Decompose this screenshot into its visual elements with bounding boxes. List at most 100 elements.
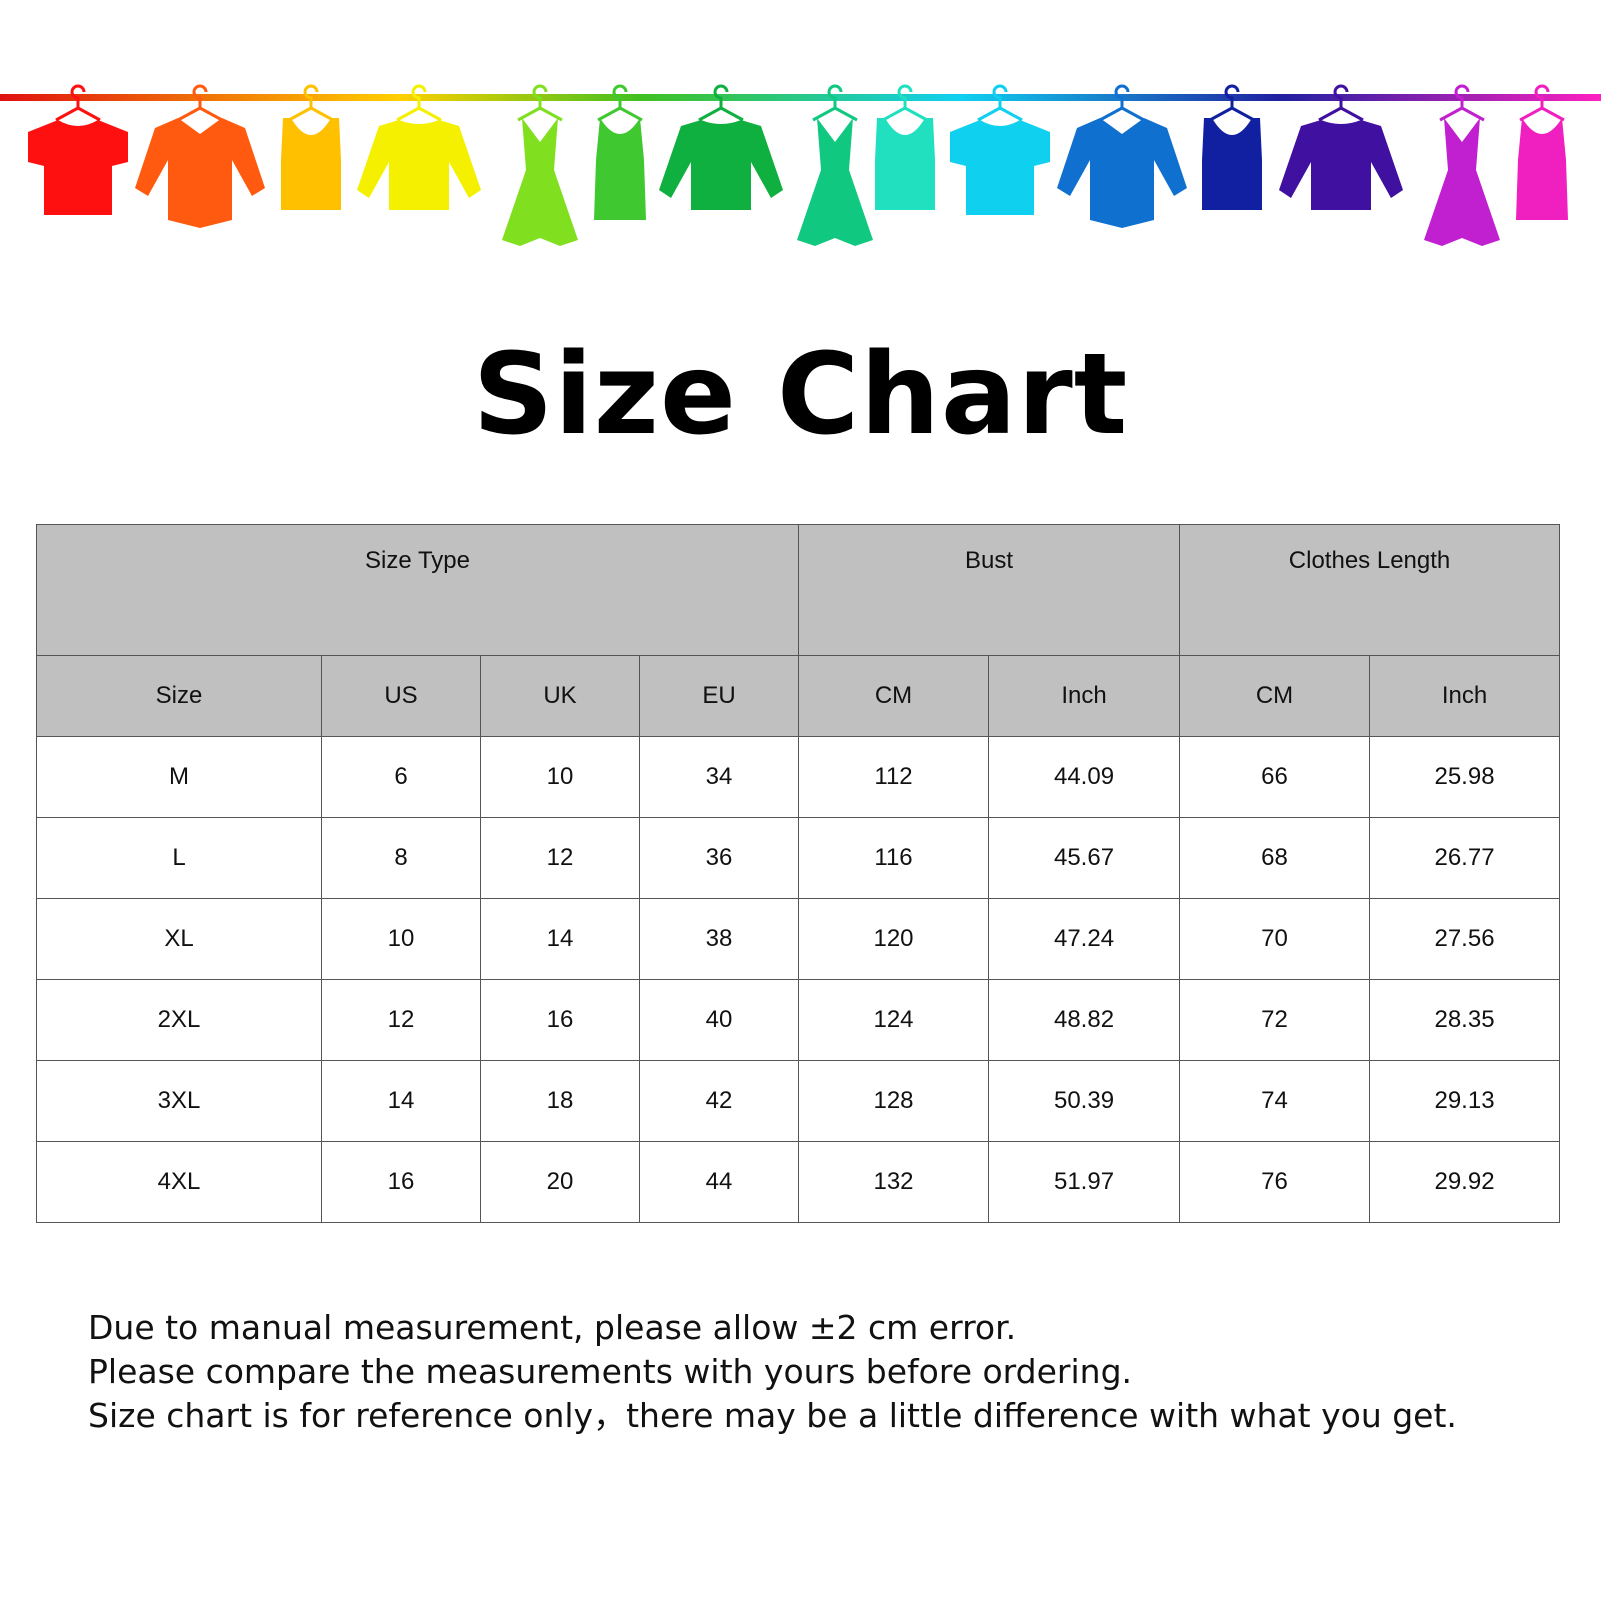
garment-shape <box>797 118 873 246</box>
tank-icon <box>875 84 935 210</box>
table-cell: 12 <box>321 979 481 1061</box>
column-header: Inch <box>1369 655 1561 737</box>
table-cell: 12 <box>480 817 640 899</box>
garment-shape <box>1057 118 1187 228</box>
table-cell: M <box>36 736 322 818</box>
column-header: Size <box>36 655 322 737</box>
group-header-clothes-length: Clothes Length <box>1179 524 1561 656</box>
dress-icon <box>502 84 578 246</box>
tank-icon <box>281 84 341 210</box>
table-cell: 120 <box>798 898 990 980</box>
table-cell: 2XL <box>36 979 322 1061</box>
column-header: US <box>321 655 481 737</box>
table-cell: 3XL <box>36 1060 322 1142</box>
table-cell: 51.97 <box>988 1141 1181 1223</box>
table-row: 2XL 12 16 40 124 48.82 72 28.35 <box>36 979 1561 1061</box>
table-cell: 14 <box>480 898 640 980</box>
group-header-row: Size Type Bust Clothes Length <box>35 524 1561 656</box>
column-header-row: Size US UK EU CM Inch CM Inch <box>36 655 1561 737</box>
garment-shape <box>28 120 128 215</box>
table-cell: 28.35 <box>1369 979 1561 1061</box>
t-shirt-icon <box>28 84 128 215</box>
hanger-icon <box>396 84 442 122</box>
table-cell: 128 <box>798 1060 990 1142</box>
garment-shape <box>875 118 935 210</box>
table-cell: 36 <box>638 817 800 899</box>
table-cell: 68 <box>1179 817 1371 899</box>
table-cell: 29.92 <box>1369 1141 1561 1223</box>
table-cell: 132 <box>798 1141 990 1223</box>
hanger-icon <box>1099 84 1145 122</box>
page-title: Size Chart <box>472 330 1129 460</box>
table-cell: 112 <box>798 736 990 818</box>
hanger-icon <box>597 84 643 122</box>
table-cell: 50.39 <box>988 1060 1181 1142</box>
column-header: EU <box>638 655 800 737</box>
garment-shape <box>1279 120 1403 210</box>
table-cell: 10 <box>321 898 481 980</box>
table-row: 3XL 14 18 42 128 50.39 74 29.13 <box>36 1060 1561 1142</box>
shirt-icon <box>135 84 265 228</box>
table-cell: 40 <box>638 979 800 1061</box>
garment-shape <box>1202 118 1262 210</box>
note-line: Please compare the measurements with you… <box>88 1352 1133 1391</box>
table-cell: 38 <box>638 898 800 980</box>
note-line: Due to manual measurement, please allow … <box>88 1308 1017 1347</box>
hanger-icon <box>977 84 1023 122</box>
table-cell: 18 <box>480 1060 640 1142</box>
shirt-icon <box>1057 84 1187 228</box>
column-header: UK <box>480 655 640 737</box>
sweater-icon <box>1279 84 1403 210</box>
dress-icon <box>1424 84 1500 246</box>
table-row: XL 10 14 38 120 47.24 70 27.56 <box>36 898 1561 980</box>
garment-shape <box>502 118 578 246</box>
table-cell: 124 <box>798 979 990 1061</box>
garment-shape <box>594 118 646 220</box>
garment-shape <box>950 120 1050 215</box>
table-row: M 6 10 34 112 44.09 66 25.98 <box>36 736 1561 818</box>
note-line: Size chart is for reference only，there m… <box>88 1396 1457 1435</box>
hanger-icon <box>55 84 101 122</box>
table-cell: 14 <box>321 1060 481 1142</box>
table-cell: 72 <box>1179 979 1371 1061</box>
column-header: CM <box>798 655 990 737</box>
dress-icon <box>797 84 873 246</box>
garment-shape <box>135 118 265 228</box>
hanger-icon <box>517 84 563 122</box>
measurement-notes: Due to manual measurement, please allow … <box>88 1306 1457 1438</box>
table-cell: 16 <box>480 979 640 1061</box>
table-cell: 70 <box>1179 898 1371 980</box>
table-row: 4XL 16 20 44 132 51.97 76 29.92 <box>36 1141 1561 1223</box>
garment-shape <box>1424 118 1500 246</box>
table-cell: 25.98 <box>1369 736 1561 818</box>
table-cell: 26.77 <box>1369 817 1561 899</box>
hanger-icon <box>1439 84 1485 122</box>
column-header: Inch <box>988 655 1181 737</box>
table-cell: 8 <box>321 817 481 899</box>
hanger-icon <box>882 84 928 122</box>
table-cell: 20 <box>480 1141 640 1223</box>
group-header-bust: Bust <box>798 524 1181 656</box>
tank-dress-icon <box>594 84 646 220</box>
table-cell: 27.56 <box>1369 898 1561 980</box>
table-cell: 6 <box>321 736 481 818</box>
hanger-icon <box>812 84 858 122</box>
table-cell: 116 <box>798 817 990 899</box>
hanger-icon <box>177 84 223 122</box>
tank-dress-icon <box>1516 84 1568 220</box>
garment-shape <box>659 120 783 210</box>
sweater-icon <box>659 84 783 210</box>
hanger-icon <box>698 84 744 122</box>
table-cell: 45.67 <box>988 817 1181 899</box>
garment-shape <box>357 120 481 210</box>
clothes-rail <box>0 94 1601 101</box>
table-row: L 8 12 36 116 45.67 68 26.77 <box>36 817 1561 899</box>
column-header: CM <box>1179 655 1371 737</box>
hanger-icon <box>1318 84 1364 122</box>
garment-shape <box>281 118 341 210</box>
table-cell: 74 <box>1179 1060 1371 1142</box>
table-cell: 10 <box>480 736 640 818</box>
hanger-icon <box>288 84 334 122</box>
table-cell: 48.82 <box>988 979 1181 1061</box>
table-cell: L <box>36 817 322 899</box>
